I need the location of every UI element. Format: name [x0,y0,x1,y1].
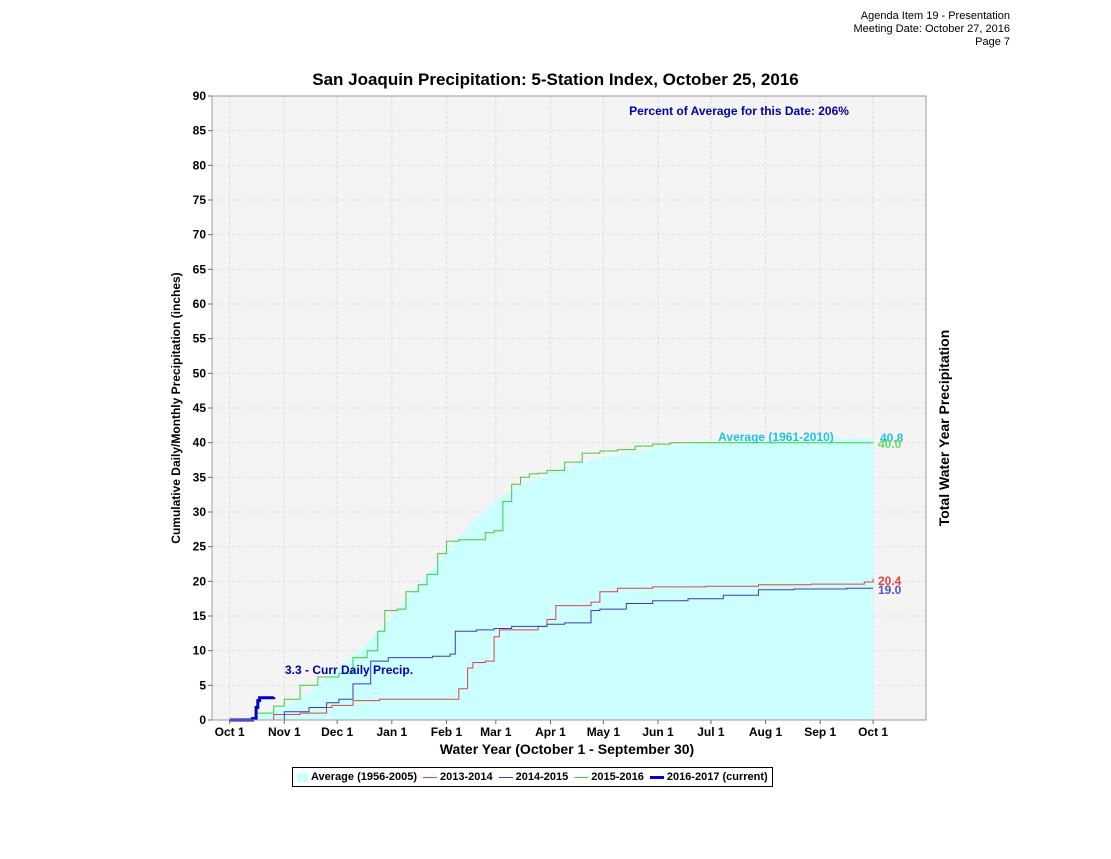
y-tick-label: 60 [193,297,207,311]
y-tick-label: 35 [193,470,207,484]
series-line-2015-2016 [229,442,874,721]
y-tick-label: 30 [193,505,207,519]
y-tick-label: 90 [193,89,207,103]
y-axis-label: Cumulative Daily/Monthly Precipitation (… [169,272,183,543]
end-value-average: 40.8 [880,431,904,445]
y-tick-label: 5 [199,678,206,692]
x-tick-label: Nov 1 [268,725,301,739]
y-tick-label: 45 [193,401,207,415]
legend-label: 2016-2017 (current) [666,771,768,783]
legend-item: Average (1956-2005) [297,771,417,783]
legend-item: 2016-2017 (current) [649,771,768,783]
y-tick-label: 75 [193,193,207,207]
agenda-header: Agenda Item 19 - Presentation Meeting Da… [853,10,1010,49]
chart-title: San Joaquin Precipitation: 5-Station Ind… [312,70,799,89]
y-tick-label: 25 [193,540,207,554]
legend-item: 2013-2014 [423,771,493,783]
y-tick-label: 40 [193,436,207,450]
y-tick-label: 20 [193,574,207,588]
y-tick-label: 0 [199,713,206,727]
x-tick-label: Oct 1 [858,725,888,739]
legend-swatch [574,776,589,778]
legend-swatch [649,775,664,779]
legend-label: 2014-2015 [515,771,569,783]
y-tick-label: 80 [193,158,207,172]
x-tick-label: Jun 1 [642,725,674,739]
y-tick-label: 85 [193,124,207,138]
x-tick-label: Mar 1 [480,725,512,739]
y-tick-label: 15 [193,609,207,623]
x-tick-label: Aug 1 [749,725,783,739]
series-line-2014-2015 [229,587,874,721]
x-tick-label: Feb 1 [431,725,463,739]
plot-border [211,95,927,721]
series-line-2013-2014 [229,578,874,721]
y-tick-label: 10 [193,644,207,658]
y-tick-label: 50 [193,366,207,380]
x-tick-label: Dec 1 [321,725,353,739]
average-label-annotation: Average (1961-2010) [718,430,834,444]
legend-item: 2014-2015 [498,771,569,783]
legend-swatch [297,772,308,782]
x-tick-label: May 1 [587,725,621,739]
x-tick-label: Apr 1 [535,725,566,739]
y-tick-label: 55 [193,332,207,346]
meeting-date-line: Meeting Date: October 27, 2016 [853,23,1010,35]
series-area-average [229,437,874,720]
x-tick-label: Sep 1 [804,725,836,739]
end-value-2013-2014: 20.4 [878,574,902,588]
chart-legend: Average (1956-2005) 2013-2014 2014-2015 201… [292,767,773,787]
agenda-item-line: Agenda Item 19 - Presentation [860,10,1010,22]
end-value-2014-2015: 19.0 [878,583,902,597]
current-daily-precip-annotation: 3.3 - Curr Daily Precip. [285,663,413,677]
y-tick-label: 70 [193,228,207,242]
x-tick-label: Jul 1 [697,725,725,739]
legend-label: 2013-2014 [440,771,493,783]
x-tick-label: Jan 1 [376,725,407,739]
percent-of-average-annotation: Percent of Average for this Date: 206% [629,104,849,118]
legend-label: 2015-2016 [591,771,644,783]
legend-item: 2015-2016 [574,771,644,783]
legend-swatch [423,776,437,778]
y2-axis-label: Total Water Year Precipitation [936,330,952,527]
end-value-2015-2016: 40.0 [878,437,902,451]
page-number-line: Page 7 [975,36,1010,48]
legend-swatch [498,776,513,778]
y-tick-label: 65 [193,262,207,276]
legend-label: Average (1956-2005) [311,771,417,783]
x-axis-label: Water Year (October 1 - September 30) [440,741,694,757]
x-tick-label: Oct 1 [215,725,245,739]
